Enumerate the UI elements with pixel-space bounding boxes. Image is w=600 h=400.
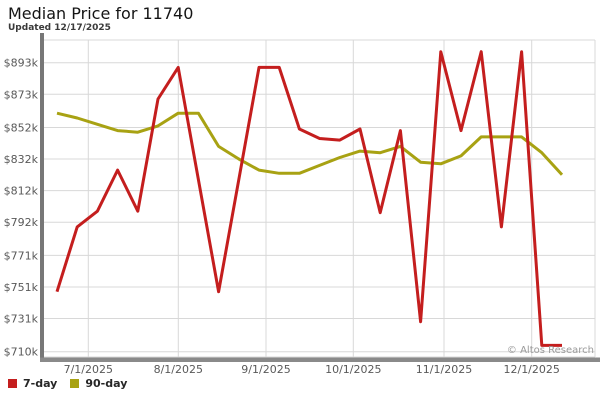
legend-item-90-day: 90-day <box>70 377 127 390</box>
y-tick-label: $710k <box>4 346 39 359</box>
page-title: Median Price for 11740 <box>8 4 194 23</box>
y-tick-label: $873k <box>4 88 39 101</box>
legend-item-7-day: 7-day <box>8 377 57 390</box>
x-tick-label: 11/1/2025 <box>416 363 472 376</box>
legend-label-7-day: 7-day <box>23 377 58 390</box>
series-line-90-day <box>56 111 564 176</box>
x-tick-label: 9/1/2025 <box>241 363 290 376</box>
x-tick-label: 8/1/2025 <box>154 363 203 376</box>
y-tick-label: $771k <box>4 249 39 262</box>
updated-date-label: Updated 12/17/2025 <box>8 23 111 33</box>
y-tick-label: $792k <box>4 216 39 229</box>
y-tick-label: $812k <box>4 185 39 198</box>
legend-label-90-day: 90-day <box>85 377 128 390</box>
x-axis-bar <box>40 357 600 362</box>
y-tick-label: $893k <box>4 57 39 70</box>
x-tick-label: 7/1/2025 <box>64 363 113 376</box>
series-line-7-day <box>55 50 562 347</box>
x-tick-label: 12/1/2025 <box>503 363 559 376</box>
legend: 7-day 90-day <box>8 377 127 390</box>
y-tick-label: $751k <box>4 281 39 294</box>
y-tick-label: $731k <box>4 313 39 326</box>
legend-swatch-7-day-icon <box>8 379 17 388</box>
x-tick-label: 10/1/2025 <box>325 363 381 376</box>
y-tick-label: $832k <box>4 153 39 166</box>
legend-swatch-90-day-icon <box>70 379 80 388</box>
y-tick-label: $852k <box>4 121 39 134</box>
watermark-label: © Altos Research <box>506 345 594 356</box>
y-axis-bar <box>40 33 44 362</box>
